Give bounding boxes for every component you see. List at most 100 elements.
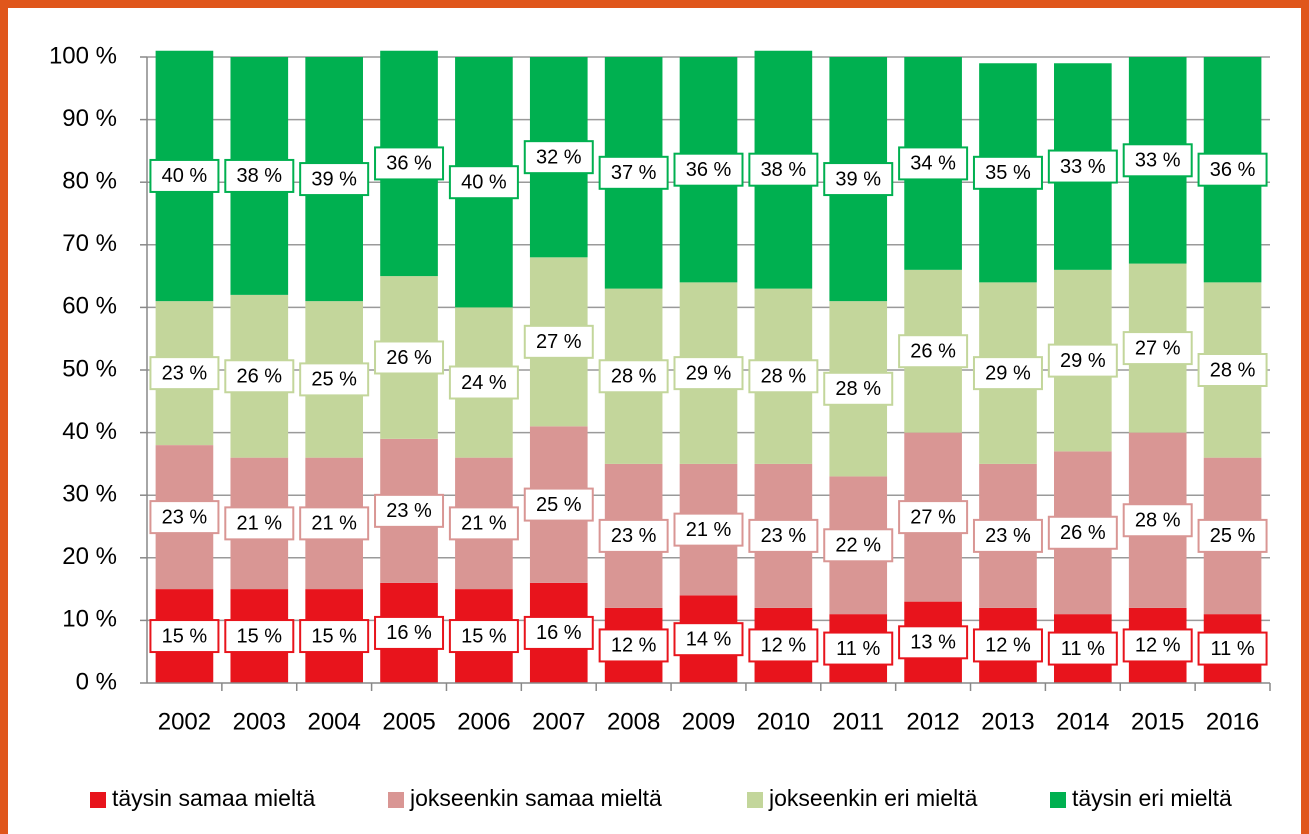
y-tick-label: 30 % — [62, 481, 117, 508]
data-label-box — [149, 619, 220, 654]
data-label: 22 % — [835, 535, 881, 557]
data-label-box — [598, 518, 669, 553]
data-label: 29 % — [1060, 350, 1106, 372]
data-label: 27 % — [1135, 337, 1181, 359]
data-label-box — [224, 359, 295, 394]
data-label-box — [898, 625, 969, 660]
data-label: 34 % — [910, 153, 956, 175]
x-tick-label: 2015 — [1131, 708, 1184, 735]
data-label-box — [823, 371, 894, 406]
data-label: 28 % — [761, 366, 807, 388]
data-label: 12 % — [1135, 635, 1181, 657]
data-label-box — [299, 162, 370, 197]
data-label: 25 % — [311, 369, 357, 391]
data-label: 11 % — [836, 638, 880, 660]
data-label: 28 % — [1210, 359, 1256, 381]
data-label: 21 % — [461, 513, 507, 535]
y-tick-label: 10 % — [62, 606, 117, 633]
data-label-box — [149, 356, 220, 391]
y-tick-label: 40 % — [62, 418, 117, 445]
data-label-box — [823, 162, 894, 197]
data-label-box — [523, 324, 594, 359]
data-label: 15 % — [311, 625, 357, 647]
data-label: 15 % — [237, 625, 283, 647]
data-label: 25 % — [1210, 525, 1256, 547]
data-label-box — [748, 628, 819, 663]
data-label: 12 % — [985, 635, 1031, 657]
data-label-box — [523, 615, 594, 650]
data-label: 38 % — [761, 159, 807, 181]
data-label-box — [299, 619, 370, 654]
data-label-box — [374, 493, 445, 528]
data-label-box — [523, 140, 594, 175]
legend-swatch — [388, 792, 404, 808]
y-tick-label: 80 % — [62, 168, 117, 195]
data-label-box — [299, 362, 370, 397]
data-label-box — [1197, 518, 1268, 553]
data-label-box — [448, 365, 519, 400]
x-tick-label: 2005 — [382, 708, 435, 735]
data-label: 28 % — [611, 366, 657, 388]
x-tick-label: 2012 — [906, 708, 959, 735]
legend-label: täysin samaa mieltä — [112, 785, 315, 811]
x-tick-label: 2004 — [307, 708, 360, 735]
data-label: 36 % — [386, 153, 432, 175]
y-tick-label: 50 % — [62, 355, 117, 382]
data-label-box — [972, 155, 1043, 190]
data-label-box — [1197, 152, 1268, 187]
data-label: 26 % — [386, 347, 432, 369]
data-label-box — [1047, 343, 1118, 378]
legend-label: täysin eri mieltä — [1072, 785, 1232, 811]
data-label-box — [149, 500, 220, 535]
data-label: 12 % — [611, 635, 657, 657]
data-label: 38 % — [237, 165, 283, 187]
data-label-box — [1047, 515, 1118, 550]
data-label: 29 % — [985, 362, 1031, 384]
data-label: 28 % — [1135, 510, 1181, 532]
data-label: 29 % — [686, 362, 732, 384]
data-label: 39 % — [835, 168, 881, 190]
data-label: 33 % — [1060, 156, 1106, 178]
data-label-box — [823, 528, 894, 563]
y-tick-label: 90 % — [62, 105, 117, 132]
data-label: 21 % — [237, 513, 283, 535]
data-label-box — [972, 628, 1043, 663]
data-label-box — [448, 506, 519, 541]
data-label: 23 % — [162, 506, 208, 528]
data-label: 23 % — [761, 525, 807, 547]
data-label-box — [1047, 631, 1118, 666]
data-label-box — [1122, 331, 1193, 366]
data-label: 26 % — [910, 341, 956, 363]
data-label: 14 % — [686, 628, 732, 650]
y-tick-label: 20 % — [62, 543, 117, 570]
data-label-box — [898, 146, 969, 181]
data-label: 11 % — [1061, 638, 1105, 660]
x-tick-label: 2006 — [457, 708, 510, 735]
data-label-box — [748, 152, 819, 187]
x-tick-label: 2007 — [532, 708, 585, 735]
data-label: 33 % — [1135, 150, 1181, 172]
data-label: 27 % — [536, 331, 582, 353]
data-label: 15 % — [461, 625, 507, 647]
data-label-box — [748, 359, 819, 394]
data-label: 39 % — [311, 168, 357, 190]
y-tick-label: 0 % — [76, 668, 117, 695]
data-label-box — [299, 506, 370, 541]
data-label-box — [898, 500, 969, 535]
data-label-box — [448, 165, 519, 200]
data-label: 23 % — [611, 525, 657, 547]
data-label: 23 % — [162, 362, 208, 384]
legend-label: jokseenkin eri mieltä — [768, 785, 978, 811]
data-label-box — [598, 628, 669, 663]
y-tick-label: 60 % — [62, 293, 117, 320]
data-label-box — [972, 518, 1043, 553]
data-label: 21 % — [686, 519, 732, 541]
data-label-box — [523, 487, 594, 522]
data-label-box — [972, 356, 1043, 391]
data-label: 32 % — [536, 146, 582, 168]
x-tick-label: 2010 — [757, 708, 810, 735]
data-label-box — [149, 158, 220, 193]
data-label: 23 % — [386, 500, 432, 522]
